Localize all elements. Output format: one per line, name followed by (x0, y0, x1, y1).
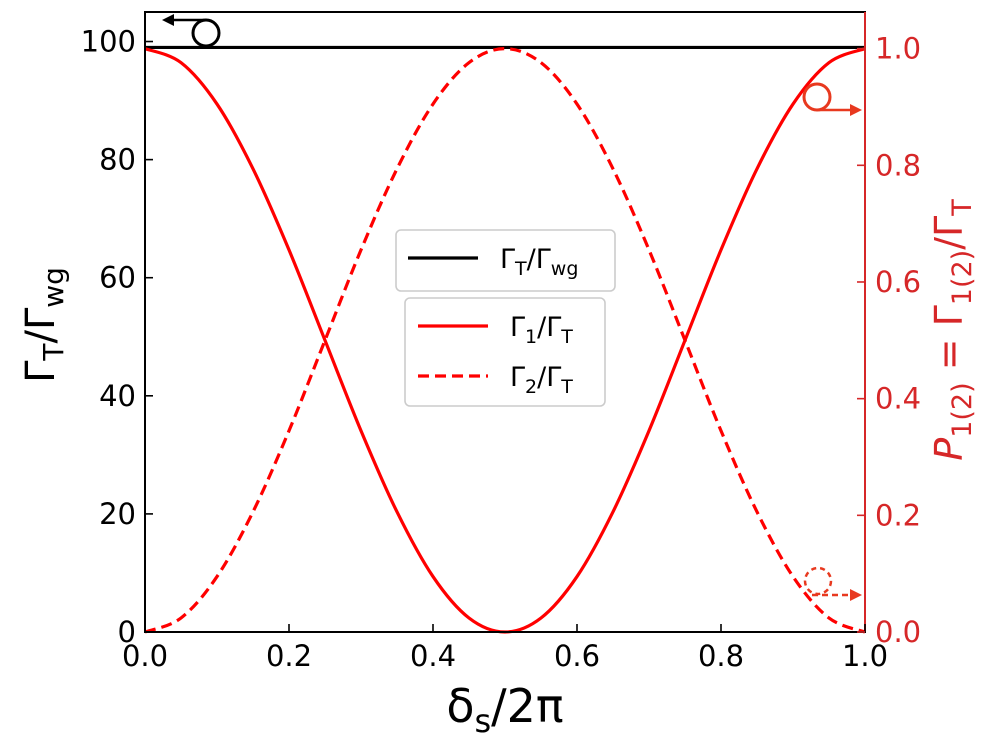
arrowhead-right-icon (850, 589, 862, 601)
x-axis-title: δs/2π (446, 679, 563, 734)
right-y-tick-label: 0.0 (875, 615, 921, 649)
arrowhead-right-icon (850, 104, 862, 116)
left-y-tick-label: 60 (99, 261, 136, 295)
right-y-tick-label: 0.4 (875, 382, 921, 416)
right-axis-title: P1(2) = Γ1(2)/ΓT (927, 199, 978, 461)
x-tick-label: 0.8 (698, 639, 744, 673)
annotation-circle-red (802, 82, 832, 112)
right-y-tick-label: 0.8 (875, 148, 921, 182)
x-tick-label: 1.0 (842, 639, 888, 673)
left-y-tick-label: 100 (81, 25, 136, 59)
right-y-tick-label: 0.6 (875, 265, 921, 299)
axes: 0.0 0.2 0.4 0.6 0.8 1.0 0 20 40 60 80 100 0.0 0.2 0.4 0… (81, 11, 921, 673)
right-y-tick-label: 1.0 (875, 32, 921, 66)
annotation-circle-red-dashed (803, 566, 833, 596)
x-tick-label: 0.6 (554, 639, 600, 673)
left-y-tick-label: 0 (118, 615, 136, 649)
legend-label: Γ2/ΓT (510, 362, 573, 398)
right-y-tick-label: 0.2 (875, 498, 921, 532)
legend-box (404, 297, 606, 407)
left-y-tick-label: 40 (99, 379, 136, 413)
legend-label: ΓT/Γwg (500, 244, 578, 280)
legend-box (395, 229, 616, 292)
x-tick-label: 0.4 (410, 639, 456, 673)
annotation-circle-black (191, 18, 221, 48)
left-y-tick-label: 80 (99, 143, 136, 177)
legend-label: Γ1/ΓT (510, 312, 573, 348)
left-y-tick-label: 20 (99, 497, 136, 531)
left-axis-title: ΓT/Γwg (18, 267, 70, 383)
arrowhead-left-icon (162, 14, 174, 26)
legends: ΓT/Γwg Γ1/ΓT Γ2/ΓT (395, 229, 616, 407)
x-tick-label: 0.0 (122, 639, 168, 673)
x-tick-label: 0.2 (266, 639, 312, 673)
legend-bottom: Γ1/ΓT Γ2/ΓT (404, 297, 606, 407)
annotations (162, 14, 862, 601)
series-line-3 (144, 47, 866, 634)
legend-top: ΓT/Γwg (395, 229, 616, 292)
